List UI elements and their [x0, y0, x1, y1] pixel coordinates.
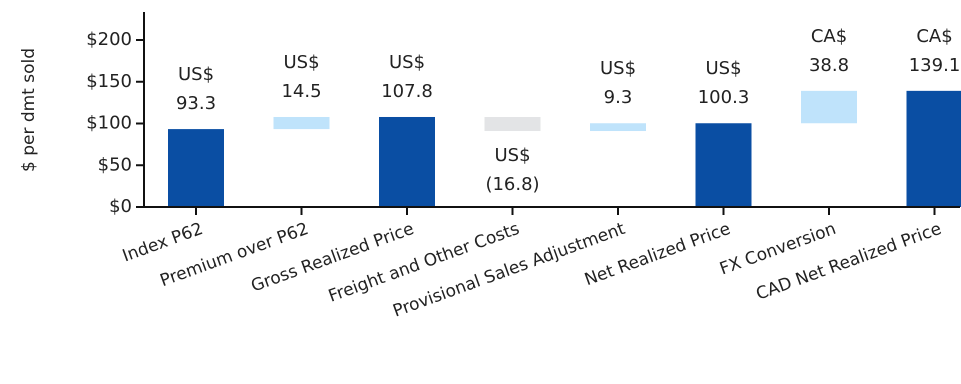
y-tick-label: $150	[86, 71, 132, 92]
y-tick-label: $200	[86, 29, 132, 50]
bar-gross-realized-price	[379, 116, 435, 207]
data-label-currency: US$	[389, 52, 425, 73]
y-tick-label: $0	[109, 196, 132, 217]
data-label-value: (16.8)	[485, 174, 539, 195]
bar-fx-conversion	[801, 90, 857, 124]
bar-net-realized-price	[695, 123, 752, 207]
data-label-currency: US$	[283, 52, 319, 73]
data-label-currency: CA$	[916, 26, 952, 47]
bar-freight-and-other-costs	[484, 116, 541, 132]
y-tick-label: $100	[86, 113, 132, 134]
data-label-value: 38.8	[809, 55, 849, 76]
bars	[168, 90, 961, 207]
data-label-currency: US$	[600, 58, 636, 79]
data-label-currency: US$	[705, 58, 741, 79]
data-label-value: 9.3	[604, 87, 633, 108]
bar-provisional-sales-adjustment	[590, 123, 646, 132]
data-label-value: 107.8	[381, 81, 433, 102]
data-labels: US$ 93.3 US$ 14.5 US$ 107.8 US$ (16.8) US$ 9.3 US$…	[176, 26, 960, 195]
bar-index-p62	[168, 129, 224, 207]
data-label-value: 100.3	[698, 87, 750, 108]
data-label-value: 93.3	[176, 93, 216, 114]
data-label-currency: US$	[494, 145, 530, 166]
y-axis-ticks: $0 $50 $100 $150 $200	[86, 29, 144, 217]
bar-premium-over-p62	[273, 116, 330, 130]
data-label-currency: CA$	[811, 26, 847, 47]
data-label-value: 139.1	[909, 55, 961, 76]
x-category-label: CAD Net Realized Price	[753, 219, 944, 305]
y-axis-title: $ per dmt sold	[19, 48, 39, 172]
data-label-value: 14.5	[281, 81, 321, 102]
y-tick-label: $50	[98, 154, 132, 175]
data-label-currency: US$	[178, 64, 214, 85]
bar-cad-net-realized-price	[906, 90, 961, 207]
